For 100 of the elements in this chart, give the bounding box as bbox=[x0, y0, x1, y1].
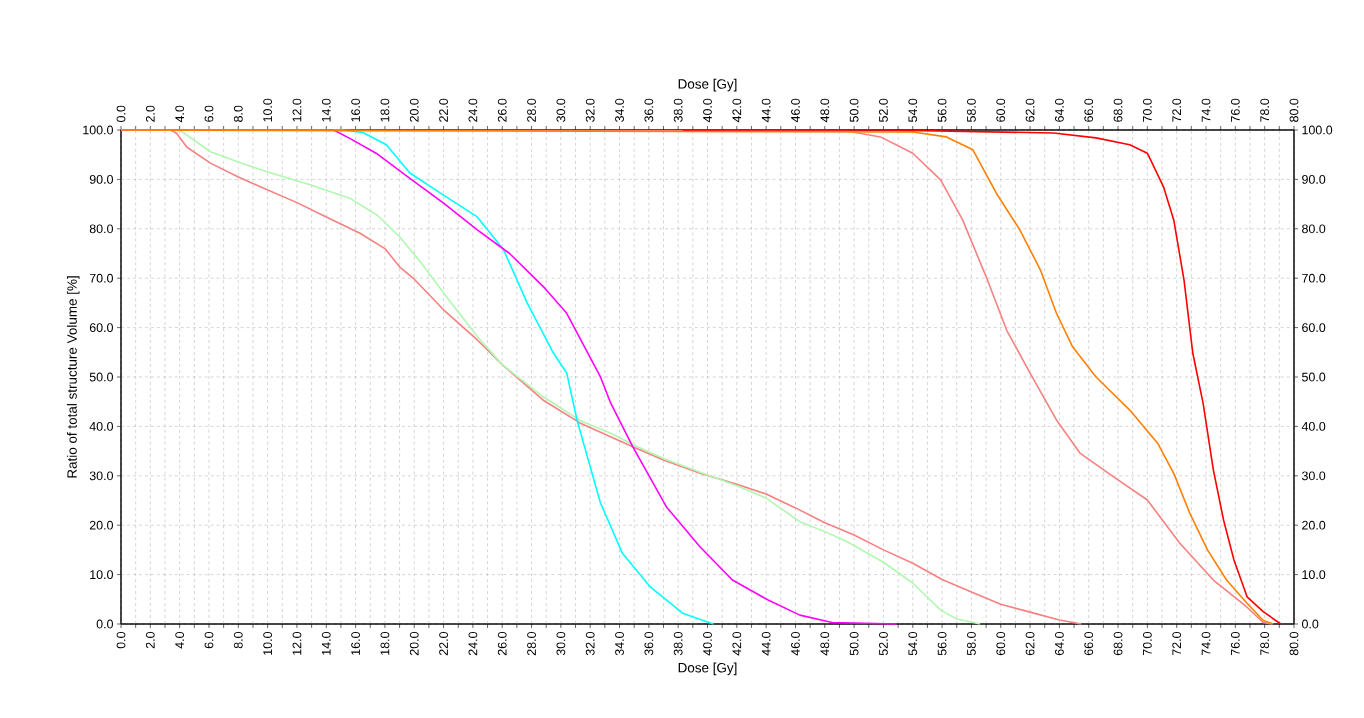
x2-tick-label: 50.0 bbox=[849, 632, 859, 656]
x2-tick-label: 22.0 bbox=[439, 632, 448, 656]
x-tick-label: 60.0 bbox=[996, 98, 1006, 122]
x2-tick-label: 68.0 bbox=[1113, 632, 1123, 656]
x-tick-label: 62.0 bbox=[1025, 98, 1035, 122]
x2-tick-label: 30.0 bbox=[556, 632, 566, 656]
y2-tick-label: 30.0 bbox=[1301, 471, 1326, 481]
x-tick-label: 30.0 bbox=[556, 98, 566, 123]
y2-tick-label: 0.0 bbox=[1301, 619, 1319, 629]
x2-tick-label: 26.0 bbox=[497, 632, 507, 656]
x-tick-label: 0.0 bbox=[116, 105, 126, 122]
x2-tick-label: 20.0 bbox=[409, 632, 419, 656]
x-tick-label: 58.0 bbox=[967, 98, 976, 122]
x2-tick-label: 2.0 bbox=[145, 632, 155, 649]
x2-tick-label: 14.0 bbox=[321, 632, 331, 655]
x-tick-label: 52.0 bbox=[879, 98, 888, 122]
y2-tick-label: 90.0 bbox=[1302, 174, 1326, 184]
x-tick-label: 50.0 bbox=[849, 98, 859, 122]
x-tick-label: 70.0 bbox=[1142, 98, 1152, 122]
x2-tick-label: 28.0 bbox=[527, 632, 536, 656]
x-tick-label: 12.0 bbox=[292, 98, 302, 122]
x2-tick-label: 42.0 bbox=[732, 632, 742, 656]
x2-tick-label: 8.0 bbox=[233, 632, 243, 649]
x-tick-label: 4.0 bbox=[175, 105, 185, 123]
x-tick-label: 46.0 bbox=[791, 98, 800, 123]
x2-tick-label: 18.0 bbox=[380, 632, 390, 655]
x-tick-label: 68.0 bbox=[1113, 98, 1123, 122]
x-tick-label: 78.0 bbox=[1260, 98, 1270, 122]
x-tick-label: 54.0 bbox=[908, 98, 918, 122]
x2-axis-title: Dose [Gy] bbox=[678, 78, 737, 92]
x2-tick-label: 60.0 bbox=[996, 632, 1006, 656]
x-tick-label: 66.0 bbox=[1084, 98, 1094, 122]
x-tick-label: 74.0 bbox=[1201, 98, 1211, 122]
x2-tick-label: 38.0 bbox=[673, 632, 683, 656]
y-axis-title: Ratio of total structure Volume [%] bbox=[66, 276, 80, 478]
x-tick-label: 44.0 bbox=[761, 98, 771, 123]
x2-tick-label: 72.0 bbox=[1172, 632, 1182, 656]
x-tick-label: 2.0 bbox=[145, 105, 155, 122]
y2-tick-label: 80.0 bbox=[1302, 224, 1326, 234]
y2-tick-label: 50.0 bbox=[1302, 372, 1326, 382]
x2-tick-label: 24.0 bbox=[468, 632, 478, 656]
x-tick-label: 28.0 bbox=[527, 98, 536, 122]
x2-tick-label: 36.0 bbox=[644, 632, 654, 656]
y2-tick-label: 100.0 bbox=[1302, 125, 1333, 135]
x2-tick-label: 10.0 bbox=[263, 632, 273, 655]
x2-tick-label: 58.0 bbox=[967, 632, 976, 656]
x-tick-label: 8.0 bbox=[233, 105, 243, 122]
x-tick-label: 6.0 bbox=[204, 105, 214, 122]
x2-tick-label: 62.0 bbox=[1025, 632, 1035, 656]
x2-tick-label: 46.0 bbox=[791, 632, 800, 656]
x2-tick-label: 64.0 bbox=[1054, 632, 1064, 656]
x-tick-label: 18.0 bbox=[380, 98, 390, 122]
x2-tick-label: 34.0 bbox=[615, 632, 624, 656]
x2-tick-label: 12.0 bbox=[292, 632, 302, 655]
x-tick-label: 48.0 bbox=[820, 98, 830, 123]
x2-tick-label: 80.0 bbox=[1289, 632, 1299, 656]
y-tick-label: 10.0 bbox=[90, 570, 113, 580]
x-tick-label: 20.0 bbox=[409, 98, 419, 122]
x-tick-label: 76.0 bbox=[1230, 98, 1240, 122]
x-tick-label: 80.0 bbox=[1289, 98, 1299, 122]
x-tick-label: 64.0 bbox=[1054, 98, 1064, 122]
y2-tick-label: 60.0 bbox=[1302, 323, 1326, 333]
x2-tick-label: 54.0 bbox=[908, 632, 918, 656]
x2-tick-label: 32.0 bbox=[585, 632, 595, 656]
x-tick-label: 34.0 bbox=[615, 98, 624, 123]
y-tick-label: 50.0 bbox=[89, 372, 113, 382]
y2-tick-label: 70.0 bbox=[1302, 273, 1326, 283]
x-tick-label: 14.0 bbox=[321, 98, 331, 122]
y-tick-label: 60.0 bbox=[89, 323, 113, 333]
y-tick-label: 80.0 bbox=[89, 224, 113, 234]
x2-tick-label: 40.0 bbox=[703, 632, 712, 656]
x2-tick-label: 74.0 bbox=[1201, 632, 1211, 656]
x2-tick-label: 6.0 bbox=[204, 632, 214, 649]
x2-tick-label: 66.0 bbox=[1084, 632, 1094, 656]
y2-tick-label: 10.0 bbox=[1302, 570, 1326, 580]
y2-tick-label: 20.0 bbox=[1302, 520, 1326, 530]
x-tick-label: 72.0 bbox=[1172, 98, 1182, 122]
x2-tick-label: 4.0 bbox=[175, 632, 185, 649]
x-tick-label: 10.0 bbox=[263, 98, 273, 122]
x2-tick-label: 44.0 bbox=[761, 632, 771, 656]
y2-tick-label: 40.0 bbox=[1301, 422, 1326, 431]
x-tick-label: 36.0 bbox=[644, 98, 654, 123]
y-tick-label: 30.0 bbox=[89, 471, 113, 481]
x2-tick-label: 78.0 bbox=[1260, 632, 1270, 656]
x2-tick-label: 56.0 bbox=[937, 632, 947, 656]
x2-tick-label: 0.0 bbox=[116, 632, 126, 649]
y-tick-label: 100.0 bbox=[83, 125, 113, 135]
x-tick-label: 24.0 bbox=[468, 98, 478, 122]
x-tick-label: 56.0 bbox=[937, 98, 947, 122]
x2-tick-label: 48.0 bbox=[820, 632, 830, 656]
x-tick-label: 16.0 bbox=[351, 98, 361, 122]
y-tick-label: 70.0 bbox=[89, 273, 113, 283]
x-tick-label: 38.0 bbox=[673, 98, 683, 123]
x-tick-label: 22.0 bbox=[439, 98, 448, 122]
x2-tick-label: 52.0 bbox=[879, 632, 888, 656]
y-tick-label: 20.0 bbox=[89, 520, 113, 530]
y-tick-label: 90.0 bbox=[89, 174, 113, 184]
x-axis-title: Dose [Gy] bbox=[678, 662, 737, 676]
x2-tick-label: 16.0 bbox=[351, 632, 361, 655]
x-tick-label: 26.0 bbox=[497, 98, 507, 122]
